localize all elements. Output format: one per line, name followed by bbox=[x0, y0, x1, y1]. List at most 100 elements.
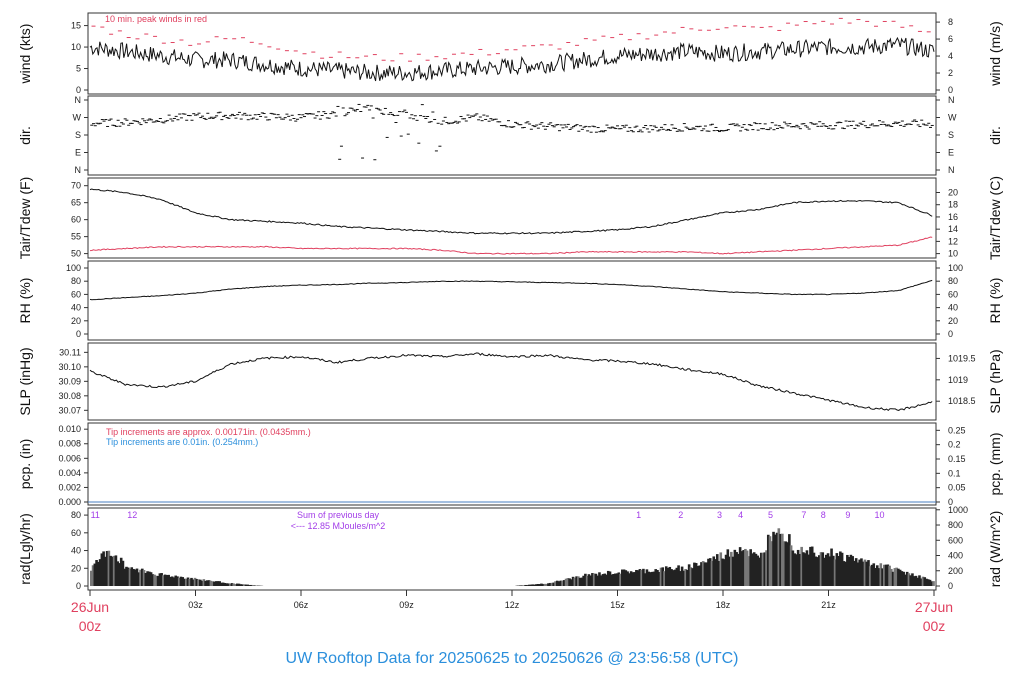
rad-bar bbox=[555, 580, 559, 586]
rad-bar bbox=[163, 574, 167, 586]
rad-bar bbox=[529, 584, 533, 586]
rad-bar bbox=[552, 582, 556, 586]
rad-bar bbox=[659, 567, 663, 586]
rad-bar bbox=[169, 576, 172, 586]
rad-bar bbox=[925, 578, 928, 586]
rad-bar bbox=[624, 570, 628, 586]
rad-ytick-label-right: 800 bbox=[948, 520, 963, 530]
x-tick-label: 15z bbox=[610, 600, 625, 610]
rad-bar bbox=[916, 577, 920, 586]
rad-bar bbox=[162, 575, 165, 586]
rad-bar bbox=[666, 567, 670, 586]
rad-bar bbox=[568, 578, 571, 586]
wind-ytick-label-right: 6 bbox=[948, 34, 953, 44]
slp-ylabel-left: SLP (inHg) bbox=[17, 347, 33, 415]
pcp-ytick-label-right: 0.15 bbox=[948, 454, 966, 464]
slp-ytick-label-left: 30.07 bbox=[58, 405, 81, 415]
rad-ytick-label-right: 200 bbox=[948, 566, 963, 576]
rad-bar bbox=[248, 585, 251, 586]
rad-bar bbox=[531, 584, 534, 586]
wind-ytick-label-right: 4 bbox=[948, 51, 953, 61]
rad-bar bbox=[148, 571, 151, 586]
rad-bar bbox=[104, 556, 107, 586]
rad-bar bbox=[98, 559, 102, 586]
rad-ytick-label-left: 20 bbox=[71, 563, 81, 573]
rad-bar bbox=[561, 580, 564, 586]
pcp-note-red: Tip increments are approx. 0.00171in. (0… bbox=[106, 427, 311, 437]
rad-bar bbox=[622, 569, 626, 586]
rad-bar bbox=[621, 569, 624, 586]
rad-bar bbox=[747, 556, 751, 586]
rad-bar bbox=[791, 550, 795, 586]
rad-bar bbox=[119, 557, 123, 586]
rad-bar bbox=[731, 556, 735, 586]
rad-bar bbox=[587, 574, 591, 586]
rad-bar bbox=[691, 568, 694, 586]
rad-bar bbox=[735, 552, 738, 586]
rad-bar bbox=[573, 577, 577, 586]
rad-bar bbox=[745, 550, 749, 586]
rh-ytick-label-right: 0 bbox=[948, 329, 953, 339]
pcp-ytick-label-right: 0.1 bbox=[948, 468, 961, 478]
rad-bar bbox=[858, 559, 861, 586]
rad-bar bbox=[814, 556, 818, 586]
slp-ytick-label-left: 30.08 bbox=[58, 391, 81, 401]
rad-bar bbox=[213, 581, 216, 586]
rad-bar bbox=[793, 553, 796, 586]
rad-bar bbox=[715, 554, 719, 586]
rad-bar bbox=[761, 552, 765, 586]
rad-bar bbox=[235, 583, 239, 586]
rad-bar bbox=[816, 557, 819, 586]
wind-speed-line bbox=[89, 36, 935, 82]
rad-bar bbox=[123, 568, 127, 586]
temp-ytick-label-left: 70 bbox=[71, 181, 81, 191]
pcp-note-blue: Tip increments are 0.01in. (0.254mm.) bbox=[106, 437, 258, 447]
rad-bar bbox=[172, 577, 176, 586]
temp-ylabel-left: Tair/Tdew (F) bbox=[17, 177, 33, 259]
dir-ytick-label-left: N bbox=[75, 95, 82, 105]
rad-bar bbox=[698, 565, 701, 586]
rad-bar bbox=[872, 563, 876, 586]
rad-bar bbox=[742, 550, 745, 586]
rad-bar bbox=[907, 573, 911, 586]
rad-bar bbox=[647, 571, 650, 586]
rad-bar bbox=[566, 578, 570, 586]
rad-bar bbox=[640, 569, 643, 586]
rad-bar bbox=[781, 533, 784, 586]
rad-bar bbox=[575, 576, 578, 586]
rad-ytick-label-left: 0 bbox=[76, 581, 81, 591]
rad-bar bbox=[844, 561, 847, 586]
rad-ylabel-left: rad(Lgly/hr) bbox=[17, 513, 33, 585]
rad-hour-label: 10 bbox=[874, 510, 884, 520]
rad-ytick-label-right: 400 bbox=[948, 551, 963, 561]
rad-bar bbox=[140, 568, 144, 586]
rad-bar bbox=[823, 557, 826, 586]
rad-bar bbox=[714, 559, 717, 586]
rad-ytick-label-right: 1000 bbox=[948, 505, 968, 515]
dir-ytick-label-left: N bbox=[75, 165, 82, 175]
rad-bar bbox=[703, 562, 707, 586]
rad-bar bbox=[230, 583, 234, 586]
rad-bar bbox=[225, 583, 228, 586]
rh-ytick-label-right: 60 bbox=[948, 289, 958, 299]
rad-bar bbox=[105, 550, 109, 586]
rad-bar bbox=[682, 570, 686, 586]
rh-line bbox=[89, 279, 933, 301]
rad-bar bbox=[865, 561, 869, 586]
rad-bar bbox=[740, 551, 744, 586]
rad-hour-label: 4 bbox=[738, 510, 743, 520]
pcp-ytick-label-left: 0.008 bbox=[58, 439, 81, 449]
pcp-ytick-label-right: 0.05 bbox=[948, 483, 966, 493]
rad-bar bbox=[633, 572, 636, 586]
rh-ytick-label-left: 40 bbox=[71, 303, 81, 313]
rad-bar bbox=[153, 574, 156, 586]
wind-panel-frame bbox=[87, 12, 937, 95]
rad-bar bbox=[786, 542, 789, 586]
temp-ytick-label-left: 65 bbox=[71, 198, 81, 208]
temp-panel-frame bbox=[87, 177, 937, 259]
rad-bar bbox=[744, 548, 747, 586]
rad-ytick-label-left: 80 bbox=[71, 510, 81, 520]
rad-bar bbox=[668, 566, 672, 586]
rad-bar bbox=[796, 549, 800, 586]
